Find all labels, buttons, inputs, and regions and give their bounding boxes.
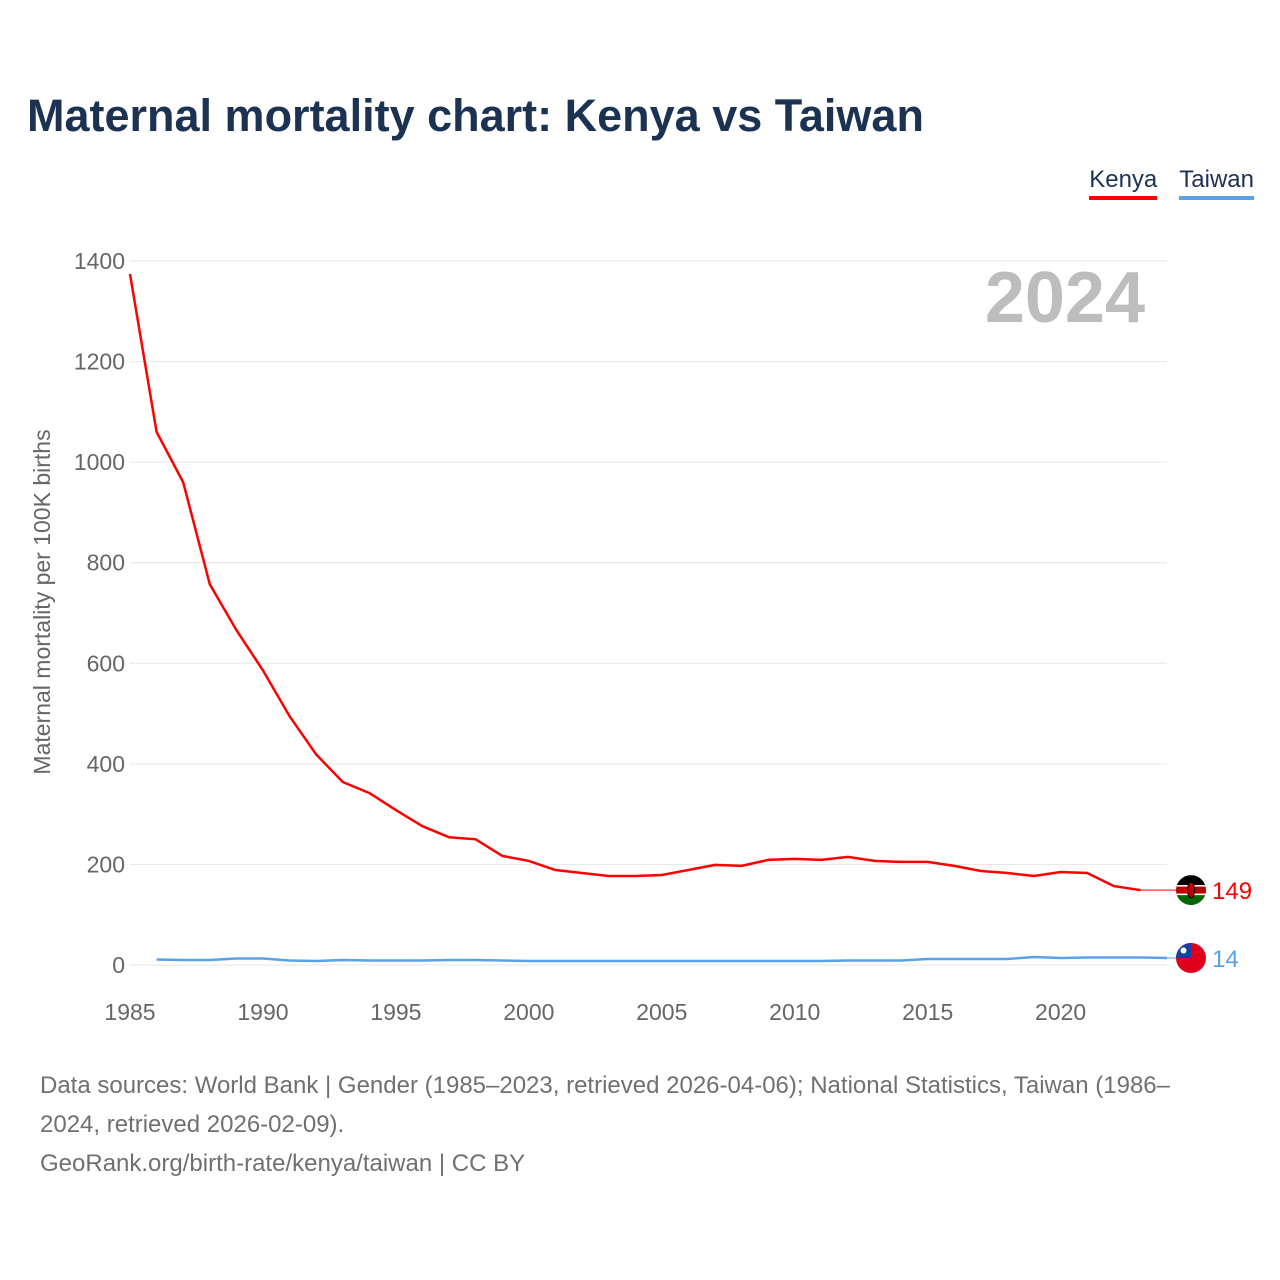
x-tick-label: 2010 [769, 999, 820, 1025]
y-tick-label: 1200 [74, 349, 125, 375]
x-tick-label: 1995 [370, 999, 421, 1025]
kenya-flag-icon [1176, 875, 1206, 906]
x-tick-label: 2015 [902, 999, 953, 1025]
chart-title: Maternal mortality chart: Kenya vs Taiwa… [27, 90, 924, 141]
series-line-taiwan [156, 955, 1168, 963]
legend: Kenya Taiwan [1089, 166, 1254, 200]
sources-text: Data sources: World Bank | Gender (1985–… [40, 1072, 1170, 1138]
chart-area: 2024 Maternal mortality per 100K births … [29, 248, 1252, 1025]
y-axis-label: Maternal mortality per 100K births [29, 429, 55, 774]
series-line-kenya [128, 273, 1141, 892]
y-tick-label: 800 [87, 550, 125, 576]
y-tick-label: 200 [87, 851, 125, 877]
y-tick-label: 600 [87, 650, 125, 676]
x-tick-label: 2020 [1035, 999, 1086, 1025]
end-value-taiwan: 14 [1212, 946, 1239, 973]
y-tick-label: 400 [87, 751, 125, 777]
end-value-kenya: 149 [1212, 878, 1252, 905]
data-sources: Data sources: World Bank | Gender (1985–… [40, 1066, 1200, 1183]
legend-kenya[interactable]: Kenya [1089, 166, 1158, 200]
x-tick-label: 1990 [237, 999, 288, 1025]
source-link[interactable]: GeoRank.org/birth-rate/kenya/taiwan | CC… [40, 1150, 526, 1177]
taiwan-flag-icon [1176, 942, 1206, 973]
year-watermark: 2024 [985, 258, 1145, 338]
y-tick-label: 1000 [74, 449, 125, 475]
x-tick-label: 2005 [636, 999, 687, 1025]
x-tick-label: 1985 [104, 999, 155, 1025]
x-tick-label: 2000 [503, 999, 554, 1025]
y-tick-label: 1400 [74, 248, 125, 274]
legend-taiwan[interactable]: Taiwan [1179, 166, 1254, 200]
y-tick-label: 0 [112, 952, 125, 978]
